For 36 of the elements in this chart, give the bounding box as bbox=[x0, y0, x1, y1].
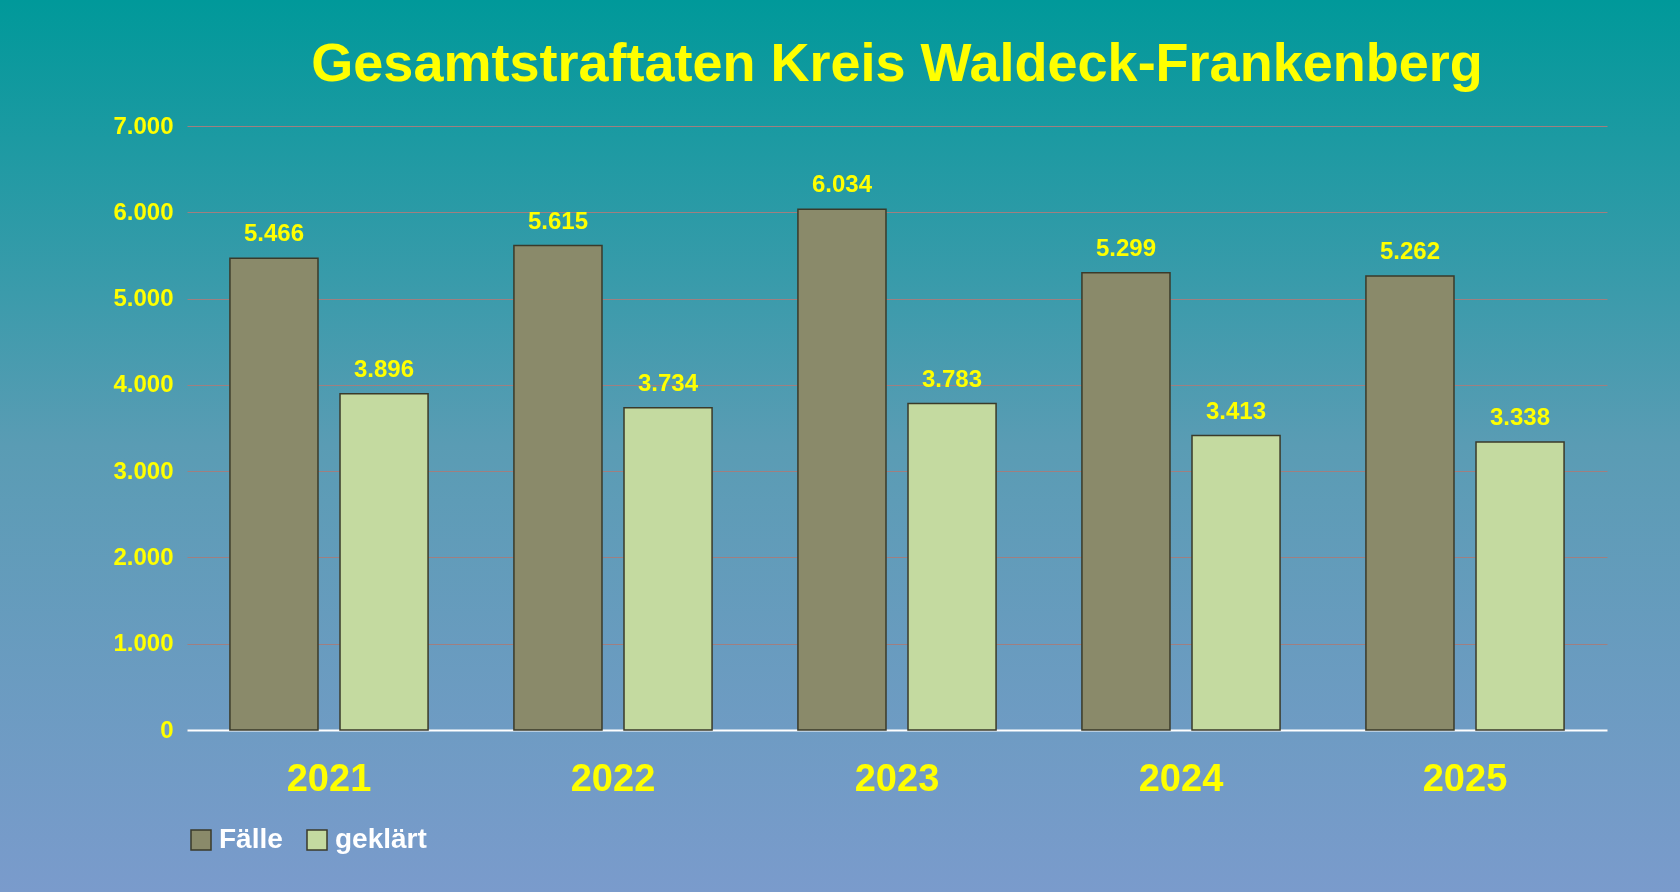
chart-title: Gesamtstraftaten Kreis Waldeck-Frankenberg bbox=[311, 32, 1483, 92]
bar bbox=[797, 208, 887, 731]
data-label: 3.338 bbox=[1490, 402, 1551, 430]
x-tick-label: 2022 bbox=[570, 756, 656, 799]
legend-label: Fälle bbox=[219, 823, 283, 854]
bar bbox=[1191, 434, 1281, 731]
x-tick-label: 2025 bbox=[1422, 756, 1508, 799]
data-label: 5.262 bbox=[1379, 236, 1440, 264]
y-tick-label: 0 bbox=[160, 715, 174, 743]
bar bbox=[1081, 272, 1171, 731]
bar bbox=[623, 407, 713, 731]
data-label: 3.783 bbox=[922, 364, 983, 392]
bar bbox=[513, 244, 603, 731]
data-label: 6.034 bbox=[811, 170, 873, 198]
y-tick-label: 1.000 bbox=[113, 629, 174, 657]
bar bbox=[1475, 441, 1565, 731]
data-label: 5.615 bbox=[527, 206, 588, 234]
bar bbox=[907, 402, 997, 731]
x-tick-label: 2023 bbox=[854, 756, 940, 799]
bar bbox=[229, 257, 319, 731]
bar bbox=[339, 393, 429, 731]
data-label: 5.466 bbox=[243, 219, 304, 247]
bar bbox=[1365, 275, 1455, 731]
data-label: 3.734 bbox=[638, 368, 699, 396]
data-label: 3.413 bbox=[1206, 396, 1267, 424]
y-tick-label: 2.000 bbox=[113, 542, 174, 570]
data-label: 5.299 bbox=[1095, 233, 1156, 261]
y-tick-label: 3.000 bbox=[113, 456, 174, 484]
legend-label: geklärt bbox=[335, 823, 427, 854]
x-tick-label: 2024 bbox=[1138, 756, 1224, 799]
y-tick-label: 4.000 bbox=[113, 370, 174, 398]
x-tick-label: 2021 bbox=[286, 756, 372, 799]
y-tick-label: 6.000 bbox=[113, 197, 174, 225]
y-tick-label: 7.000 bbox=[113, 111, 174, 139]
data-label: 3.896 bbox=[354, 354, 415, 382]
y-tick-label: 5.000 bbox=[113, 284, 174, 312]
